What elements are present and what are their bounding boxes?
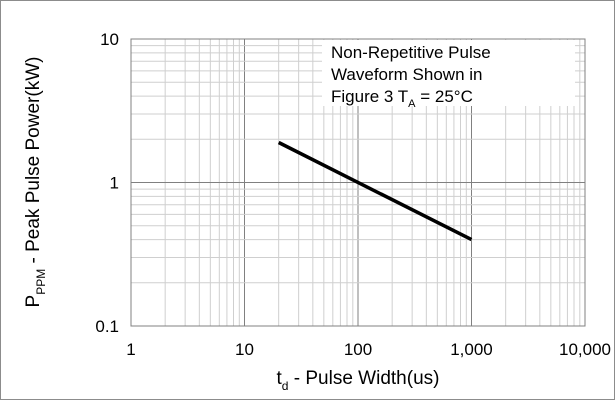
annotation-background: [322, 40, 575, 106]
plot-border: [130, 38, 586, 327]
x-tick-label: 100: [344, 340, 372, 359]
x-tick-label: 1,000: [450, 340, 493, 359]
x-tick-label: 1: [126, 340, 135, 359]
y-axis-label: PPPM - Peak Pulse Power(kW): [23, 57, 48, 308]
annotation-line-2: Waveform Shown in: [331, 65, 482, 84]
x-tick-labels: 1 10 100 1,000 10,000: [126, 340, 611, 359]
x-axis-label: td - Pulse Width(us): [277, 368, 440, 393]
y-tick-label: 1: [110, 174, 119, 193]
annotation-line-3: Figure 3 TA = 25°C: [331, 87, 473, 110]
x-tick-label: 10,000: [559, 340, 611, 359]
x-tick-label: 10: [235, 340, 254, 359]
annotation-line-1: Non-Repetitive Pulse: [331, 43, 491, 62]
series-line: [277, 140, 473, 242]
y-tick-label: 0.1: [95, 317, 119, 336]
y-tick-label: 10: [100, 30, 119, 49]
annotation-box: Non-Repetitive Pulse Waveform Shown in F…: [322, 40, 575, 110]
series-group: [277, 140, 473, 242]
y-tick-labels: 0.1 1 10: [95, 30, 119, 336]
